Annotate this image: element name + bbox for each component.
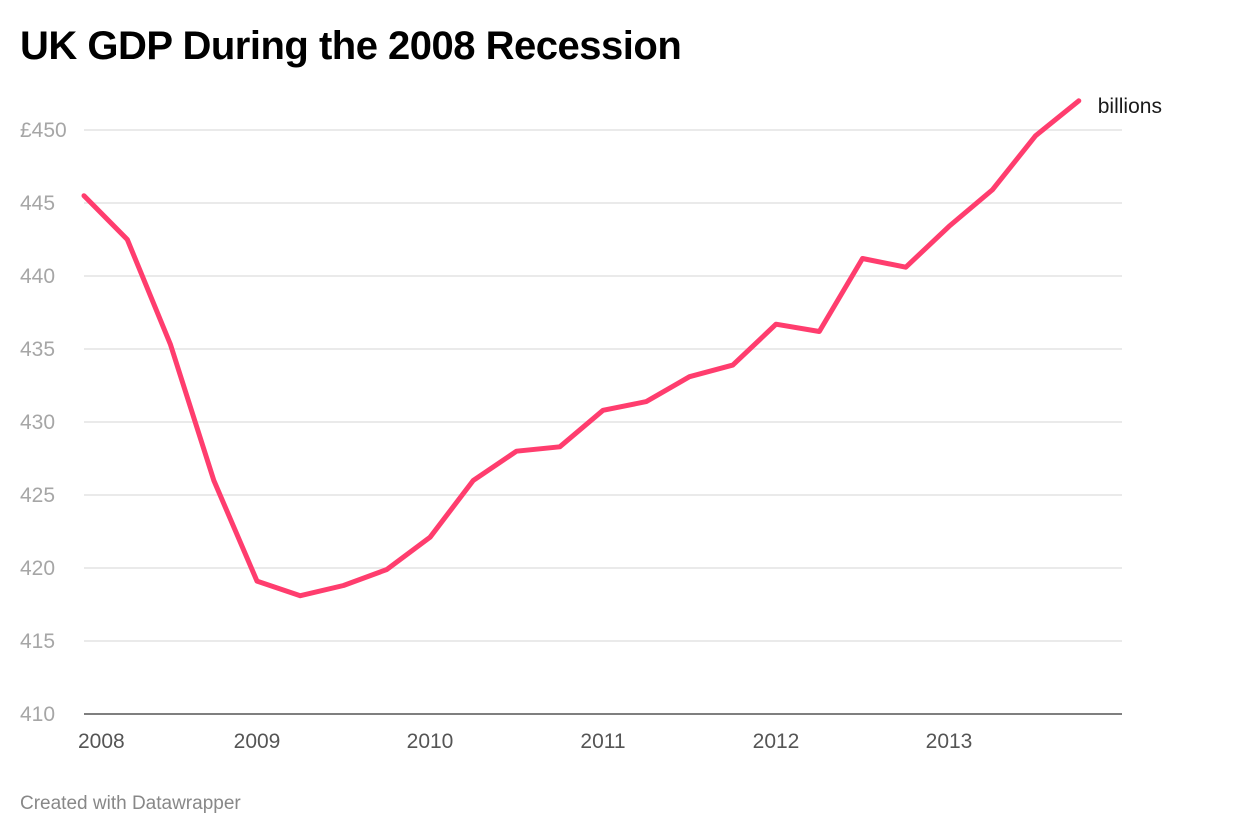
series-group: billions <box>81 95 1162 599</box>
y-tick-label: 425 <box>20 484 55 507</box>
x-tick-label: 2008 <box>78 730 125 753</box>
series-end-label: billions <box>1098 95 1162 118</box>
y-tick-label: 410 <box>20 703 55 726</box>
y-tick-label: 420 <box>20 557 55 580</box>
y-axis: £450 445 440 435 430 425 420 415 410 <box>20 119 67 726</box>
y-tick-label: 440 <box>20 265 55 288</box>
y-tick-label: 435 <box>20 338 55 361</box>
x-tick-label: 2012 <box>753 730 800 753</box>
y-tick-label: 415 <box>20 630 55 653</box>
x-tick-label: 2011 <box>580 730 625 753</box>
gridlines <box>84 129 1122 715</box>
x-tick-label: 2009 <box>234 730 281 753</box>
series-line <box>81 98 1082 599</box>
x-tick-label: 2013 <box>926 730 973 753</box>
y-tick-label: 430 <box>20 411 55 434</box>
x-tick-label: 2010 <box>407 730 454 753</box>
chart-title: UK GDP During the 2008 Recession <box>20 24 682 68</box>
credit-text: Created with Datawrapper <box>20 793 241 814</box>
x-axis: 2008 2009 2010 2011 2012 2013 <box>78 730 972 753</box>
y-tick-label: 445 <box>20 192 55 215</box>
y-tick-label: £450 <box>20 119 67 142</box>
